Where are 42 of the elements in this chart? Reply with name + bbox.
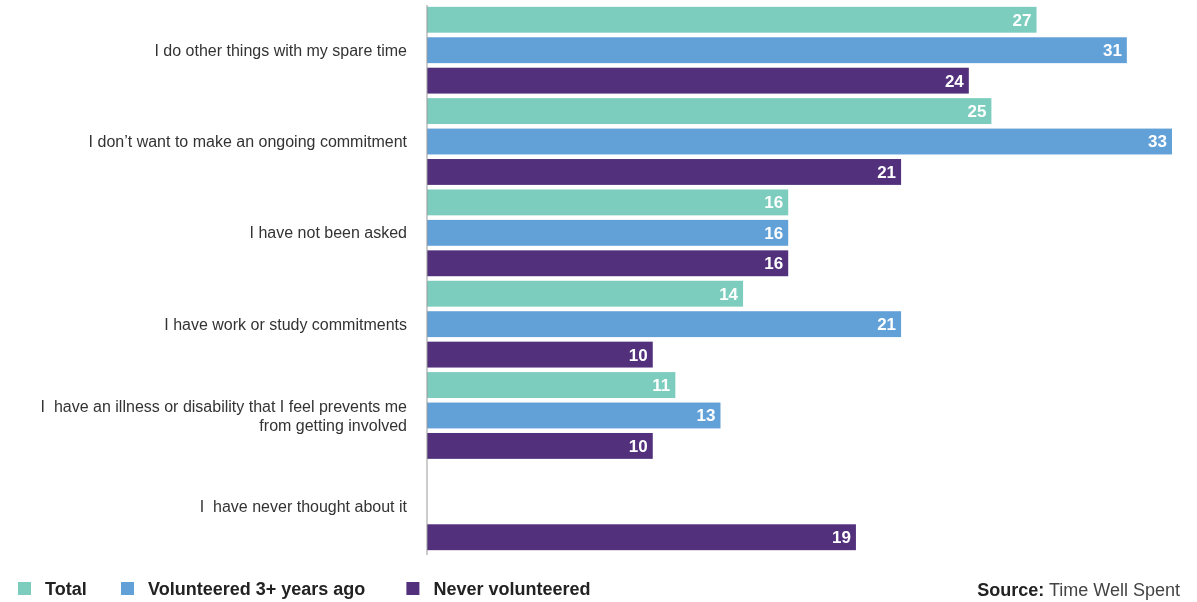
y-tick-label: I have an illness or disability that I feel prevents me from getting involved [40, 397, 408, 434]
bar [427, 250, 789, 277]
data-label: 11 [652, 375, 671, 395]
y-tick-label: I have not been asked [249, 224, 407, 242]
y-tick-label: I do other things with my spare time [154, 41, 408, 59]
y-tick-label: I don’t want to make an ongoing commitment [88, 133, 408, 151]
bar [427, 432, 653, 459]
data-label: 16 [764, 254, 784, 274]
data-label: 13 [696, 406, 716, 426]
data-label: 16 [764, 193, 784, 213]
data-label: 16 [764, 223, 784, 243]
bar [427, 341, 653, 368]
data-label: 14 [719, 284, 739, 304]
bar [427, 402, 721, 429]
bar [427, 128, 1172, 155]
legend-label: Total [45, 579, 87, 599]
data-label: 10 [628, 345, 648, 365]
data-label: 10 [628, 436, 648, 456]
bar [427, 98, 992, 125]
data-label: 21 [877, 162, 897, 182]
bar [427, 37, 1127, 64]
data-label: 19 [832, 528, 851, 548]
source-note: Source: Time Well Spent [977, 580, 1180, 600]
bar [427, 524, 856, 551]
bar [427, 219, 789, 246]
bar [427, 311, 902, 338]
bar [427, 6, 1037, 33]
y-tick-label: I have never thought about it [199, 498, 408, 516]
data-label: 31 [1102, 41, 1122, 61]
bar [427, 159, 902, 185]
bar [427, 372, 676, 398]
data-label: 24 [944, 71, 965, 91]
data-label: 25 [967, 102, 987, 122]
bar [427, 280, 744, 307]
legend-label: Never volunteered [433, 579, 591, 599]
data-label: 33 [1148, 132, 1167, 152]
bar [427, 189, 789, 216]
legend-label: Volunteered 3+ years ago [148, 579, 366, 599]
data-label: 27 [1012, 10, 1032, 30]
bar [427, 67, 969, 94]
data-label: 21 [877, 315, 897, 335]
y-tick-label: I have work or study commitments [164, 315, 407, 333]
